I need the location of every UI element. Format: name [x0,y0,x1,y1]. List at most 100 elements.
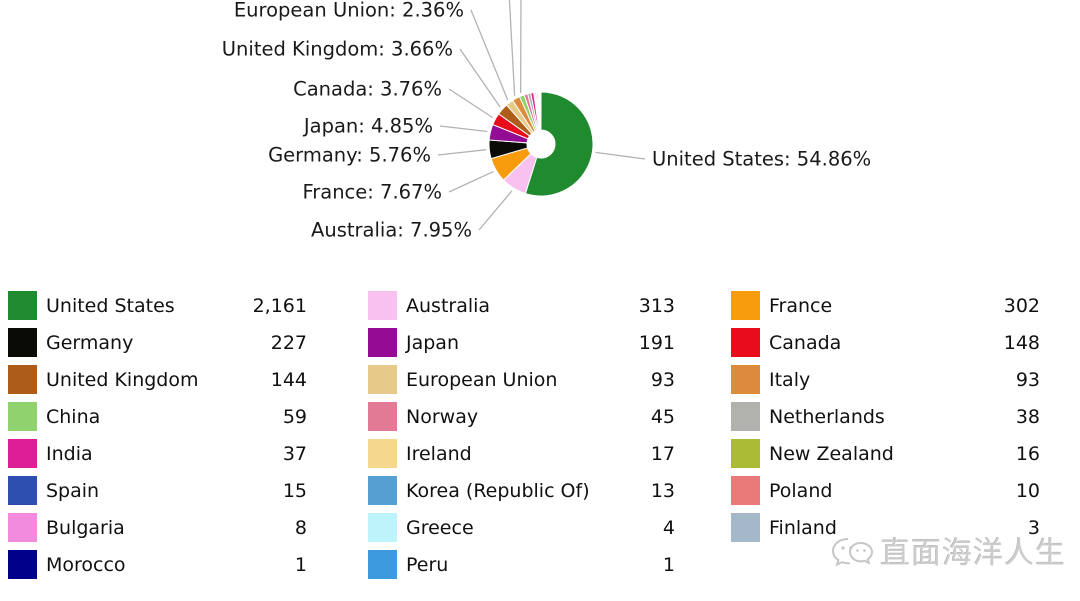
legend-row-peru[interactable]: Peru 1 [368,550,675,579]
wechat-logo-icon [831,538,874,567]
legend-country-value: 2,161 [252,294,307,317]
legend-country-value: 313 [638,294,675,317]
callout-label-european-union: European Union: 2.36% [233,0,464,22]
color-swatch-peru [368,550,397,579]
callout-label-japan: Japan: 4.85% [303,114,433,138]
legend-row-morocco[interactable]: Morocco 1 [8,550,307,579]
legend-country-value: 4 [662,516,675,539]
legend-row-finland[interactable]: Finland 3 [731,513,1040,542]
legend-country-label: India [46,442,93,465]
legend-row-spain[interactable]: Spain 15 [8,476,307,505]
legend-country-label: China [46,405,101,428]
callout-label-united-kingdom: United Kingdom: 3.66% [221,37,453,61]
legend-country-label: Korea (Republic Of) [406,479,590,502]
legend-row-france[interactable]: France 302 [731,291,1040,320]
legend-row-new-zealand[interactable]: New Zealand 16 [731,439,1040,468]
color-swatch-italy [731,365,760,394]
legend-row-united-kingdom[interactable]: United Kingdom 144 [8,365,307,394]
leader-line-united-states [595,151,646,160]
legend-row-germany[interactable]: Germany 227 [8,328,307,357]
leader-line-united-kingdom [459,48,501,108]
legend-row-bulgaria[interactable]: Bulgaria 8 [8,513,307,542]
callout-label-australia: Australia: 7.95% [311,218,472,242]
color-swatch-china [8,402,37,431]
watermark: 直面海洋人生 [830,531,1066,575]
legend-row-greece[interactable]: Greece 4 [368,513,675,542]
legend-country-value: 37 [282,442,307,465]
legend-country-label: Poland [769,479,833,502]
legend-row-india[interactable]: India 37 [8,439,307,468]
legend-country-label: United Kingdom [46,368,199,391]
color-swatch-korea-republic-of [368,476,397,505]
legend-country-label: Japan [406,331,459,354]
pie-slice-united-states[interactable] [524,91,594,197]
legend-country-value: 8 [294,516,307,539]
legend-row-norway[interactable]: Norway 45 [368,402,675,431]
color-swatch-ireland [368,439,397,468]
legend-country-value: 93 [650,368,675,391]
legend-row-european-union[interactable]: European Union 93 [368,365,675,394]
legend-country-value: 59 [282,405,307,428]
legend-country-value: 13 [650,479,675,502]
legend-column-3: France 302 Canada 148 Italy 93 Netherlands 38 Ne… [731,291,1040,550]
legend-row-poland[interactable]: Poland 10 [731,476,1040,505]
legend-country-value: 93 [1015,368,1040,391]
legend-country-value: 10 [1015,479,1040,502]
legend-country-value: 15 [282,479,307,502]
legend-country-value: 302 [1003,294,1040,317]
leader-line-european-union [470,9,509,101]
legend-country-label: Canada [769,331,842,354]
legend-country-label: European Union [406,368,558,391]
legend-country-label: France [769,294,833,317]
legend-row-canada[interactable]: Canada 148 [731,328,1040,357]
legend-country-value: 1 [294,553,307,576]
color-swatch-india [8,439,37,468]
legend-row-italy[interactable]: Italy 93 [731,365,1040,394]
watermark-text: 直面海洋人生 [880,535,1066,571]
color-swatch-finland [731,513,760,542]
legend-country-label: Norway [406,405,479,428]
legend-country-label: Finland [769,516,837,539]
legend-row-china[interactable]: China 59 [8,402,307,431]
legend-country-value: 17 [650,442,675,465]
color-swatch-morocco [8,550,37,579]
leader-line-australia [478,190,513,231]
legend-country-label: Ireland [406,442,472,465]
legend-row-netherlands[interactable]: Netherlands 38 [731,402,1040,431]
callout-label-germany: Germany: 5.76% [268,143,431,167]
leader-line-italy [508,0,516,96]
legend-country-value: 144 [270,368,307,391]
legend-country-label: Peru [406,553,449,576]
callout-label-france: France: 7.67% [302,180,442,204]
legend-country-value: 3 [1027,516,1040,539]
legend-country-label: United States [46,294,175,317]
color-swatch-norway [368,402,397,431]
color-swatch-poland [731,476,760,505]
color-swatch-bulgaria [8,513,37,542]
legend-column-2: Australia 313 Japan 191 European Union 93 Norw… [368,291,675,587]
color-swatch-australia [368,291,397,320]
color-swatch-netherlands [731,402,760,431]
legend-column-1: United States 2,161 Germany 227 United Kingd… [8,291,307,587]
legend-row-ireland[interactable]: Ireland 17 [368,439,675,468]
legend-country-value: 16 [1015,442,1040,465]
legend-row-australia[interactable]: Australia 313 [368,291,675,320]
legend-country-label: Australia [406,294,491,317]
color-swatch-france [731,291,760,320]
color-swatch-united-states [8,291,37,320]
legend-country-label: Spain [46,479,100,502]
callout-label-canada: Canada: 3.76% [293,77,442,101]
color-swatch-new-zealand [731,439,760,468]
leader-line-germany [437,149,487,156]
legend-country-value: 45 [650,405,675,428]
legend-row-japan[interactable]: Japan 191 [368,328,675,357]
legend-country-label: New Zealand [769,442,894,465]
color-swatch-canada [731,328,760,357]
leader-line-japan [439,125,488,133]
legend-row-united-states[interactable]: United States 2,161 [8,291,307,320]
legend-country-value: 38 [1015,405,1040,428]
legend-row-korea-republic-of[interactable]: Korea (Republic Of) 13 [368,476,675,505]
legend-country-value: 148 [1003,331,1040,354]
legend-country-label: Netherlands [769,405,885,428]
